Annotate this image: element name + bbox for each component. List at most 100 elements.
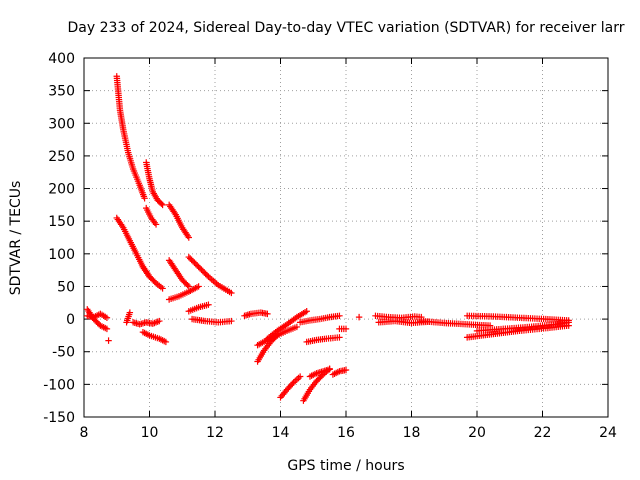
x-tick-label: 10 bbox=[141, 425, 159, 441]
data-point bbox=[156, 317, 163, 325]
series-arc-1 bbox=[113, 73, 148, 202]
y-tick-label: 400 bbox=[48, 51, 75, 67]
series-arc-22 bbox=[296, 312, 343, 326]
series-arc-30 bbox=[372, 312, 425, 321]
data-point bbox=[152, 221, 160, 228]
data-point bbox=[199, 267, 207, 275]
series-arc-12 bbox=[241, 309, 271, 320]
series-arc-14 bbox=[84, 310, 111, 321]
data-point bbox=[205, 301, 212, 308]
data-point bbox=[342, 366, 350, 374]
y-tick-label: -50 bbox=[52, 345, 75, 361]
data-point bbox=[296, 373, 304, 380]
series-arc-16 bbox=[129, 317, 163, 328]
data-point bbox=[293, 323, 301, 331]
tick-layer: 8 10 12 14 16 18 20 22 24 -150 -100 -50 0 50 100 150 200… bbox=[43, 51, 617, 441]
data-point bbox=[303, 308, 310, 315]
y-tick-label: -100 bbox=[43, 377, 75, 393]
series-arc-18 bbox=[123, 309, 134, 326]
data-point bbox=[189, 258, 197, 265]
data-point bbox=[196, 265, 204, 272]
series-arc-29 bbox=[355, 313, 363, 321]
y-tick-label: -150 bbox=[43, 410, 75, 426]
series-arc-6 bbox=[139, 263, 166, 292]
y-tick-label: 0 bbox=[66, 312, 75, 328]
data-point bbox=[184, 281, 191, 289]
x-tick-label: 12 bbox=[206, 425, 224, 441]
data-point bbox=[192, 260, 200, 268]
y-axis-label: SDTVAR / TECUs bbox=[8, 181, 24, 296]
data-point bbox=[203, 272, 211, 279]
data-point bbox=[228, 317, 235, 325]
data-point bbox=[105, 337, 112, 344]
data-point bbox=[201, 269, 208, 276]
data-point bbox=[194, 262, 201, 269]
series-arc-25 bbox=[277, 373, 304, 401]
y-tick-label: 300 bbox=[48, 116, 75, 132]
x-axis-label: GPS time / hours bbox=[287, 458, 404, 474]
data-point bbox=[355, 313, 363, 321]
data-point bbox=[162, 338, 170, 346]
x-tick-label: 8 bbox=[80, 425, 89, 441]
data-point bbox=[195, 283, 202, 290]
series-arc-10 bbox=[185, 301, 212, 315]
series-arc-15 bbox=[105, 337, 112, 344]
data-point bbox=[159, 201, 166, 209]
data-point bbox=[336, 334, 343, 341]
y-tick-label: 100 bbox=[48, 247, 75, 263]
x-tick-label: 24 bbox=[599, 425, 617, 441]
series-arc-23 bbox=[303, 334, 343, 346]
data-point bbox=[326, 366, 333, 373]
data-point bbox=[264, 310, 271, 318]
data-point bbox=[159, 285, 166, 292]
data-point bbox=[565, 317, 572, 324]
data-point bbox=[158, 200, 165, 207]
series-arc-24 bbox=[336, 325, 350, 333]
data-point bbox=[126, 309, 134, 316]
data-point bbox=[191, 259, 198, 266]
data-point bbox=[185, 253, 192, 261]
data-point bbox=[141, 195, 148, 202]
x-tick-label: 14 bbox=[272, 425, 290, 441]
y-tick-label: 350 bbox=[48, 84, 75, 100]
x-tick-label: 20 bbox=[468, 425, 486, 441]
series-arc-11 bbox=[188, 315, 235, 326]
grid-layer bbox=[84, 58, 608, 417]
data-point bbox=[103, 325, 111, 333]
series-arc-4 bbox=[143, 204, 160, 228]
data-point bbox=[103, 314, 111, 321]
data-point bbox=[187, 255, 194, 262]
series-arc-5 bbox=[165, 201, 192, 241]
series-arc-32 bbox=[418, 317, 494, 329]
series-arc-2 bbox=[143, 159, 166, 209]
series-arc-20 bbox=[254, 332, 281, 365]
data-point bbox=[289, 380, 296, 388]
series-arc-8 bbox=[185, 253, 235, 297]
points-layer bbox=[84, 73, 572, 404]
x-tick-label: 18 bbox=[403, 425, 421, 441]
data-point bbox=[198, 266, 205, 273]
data-point bbox=[202, 270, 209, 278]
data-point bbox=[195, 263, 202, 271]
y-tick-label: 250 bbox=[48, 149, 75, 165]
y-tick-label: 200 bbox=[48, 182, 75, 198]
series-arc-7 bbox=[165, 257, 192, 290]
data-point bbox=[342, 325, 350, 333]
data-point bbox=[188, 256, 195, 264]
series-arc-9 bbox=[165, 283, 202, 303]
series-arc-17 bbox=[139, 328, 170, 346]
series-arc-35 bbox=[463, 312, 572, 324]
data-point bbox=[185, 234, 192, 241]
x-tick-label: 22 bbox=[534, 425, 552, 441]
x-tick-label: 16 bbox=[337, 425, 355, 441]
series-arc-27 bbox=[306, 366, 333, 380]
y-tick-label: 50 bbox=[57, 279, 75, 295]
data-point bbox=[336, 312, 343, 320]
series-arc-21 bbox=[264, 308, 310, 342]
chart-title: Day 233 of 2024, Sidereal Day-to-day VTE… bbox=[68, 20, 625, 36]
y-tick-label: 150 bbox=[48, 214, 75, 230]
data-point bbox=[228, 289, 235, 297]
series-arc-28 bbox=[329, 366, 350, 378]
